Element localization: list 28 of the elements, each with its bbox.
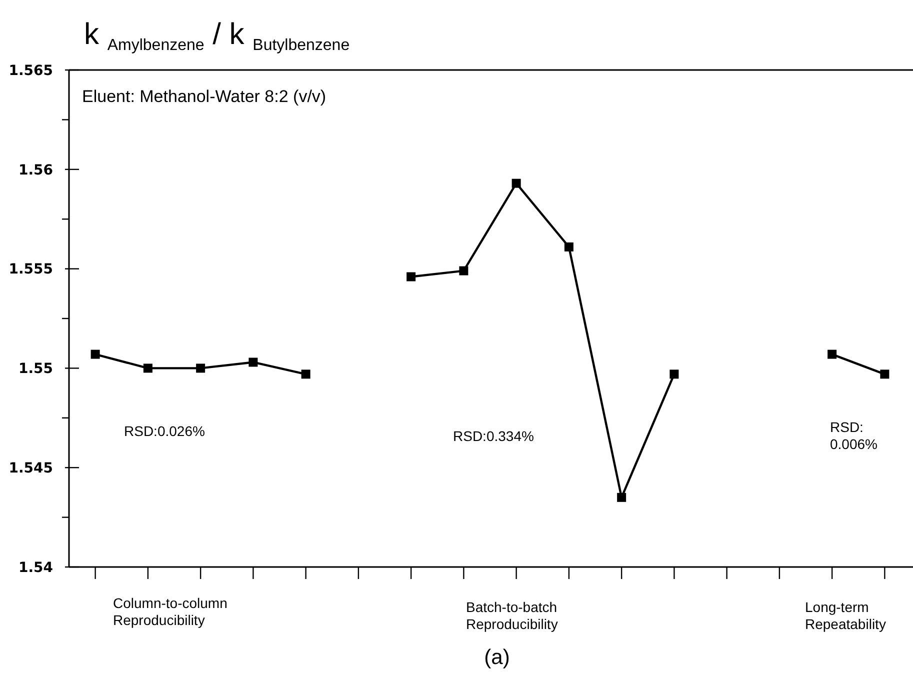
point <box>406 272 416 282</box>
annotation: RSD:0.334% <box>453 428 534 444</box>
y-tick-label: 1.56 <box>18 162 53 178</box>
point <box>828 350 837 359</box>
text: Column-to-column Reproducibility <box>113 595 228 628</box>
y-tick-label: 1.555 <box>8 262 53 278</box>
point <box>301 370 310 379</box>
point <box>459 266 468 276</box>
point <box>196 364 206 373</box>
point <box>90 350 100 359</box>
point <box>880 370 890 379</box>
annotation: RSD: 0.006% <box>830 419 878 452</box>
point <box>670 370 679 379</box>
point <box>248 358 258 367</box>
text: Long-term Repeatability <box>805 599 886 632</box>
y-tick-label: 1.565 <box>8 62 53 79</box>
point <box>512 178 521 188</box>
point <box>564 242 574 252</box>
y-tick-label: 1.545 <box>8 460 53 476</box>
y-tick-label: 1.54 <box>18 560 54 576</box>
annotation: RSD:0.026% <box>124 423 205 439</box>
point <box>617 492 626 502</box>
text: Batch-to-batch Reproducibility <box>466 599 558 632</box>
y-tick-label: 1.55 <box>18 361 53 378</box>
point <box>143 364 152 373</box>
annotation: Eluent: Methanol-Water 8:2 (v/v) <box>82 87 326 106</box>
y-axis-title: k $_{Amylbenzene}$ / k $_{Butylbenzene}$ <box>84 18 350 54</box>
text: (a) <box>484 646 510 669</box>
